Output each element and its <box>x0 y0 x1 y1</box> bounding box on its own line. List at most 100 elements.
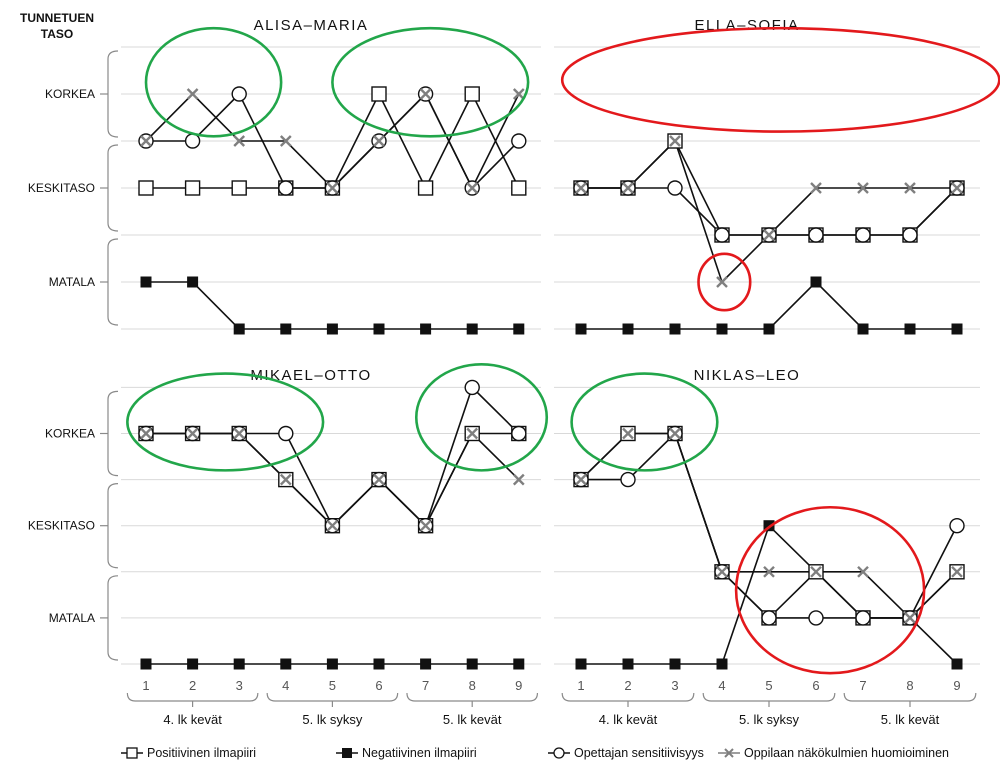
series-line-2 <box>581 524 958 665</box>
legend-label: Negatiivinen ilmapiiri <box>362 746 477 760</box>
marker-negatiivinen <box>810 276 822 288</box>
legend-label: Opettajan sensitiivisyys <box>574 746 704 760</box>
marker-nakokulmat <box>512 473 525 486</box>
level-bracket <box>107 575 119 661</box>
level-bracket <box>107 483 119 569</box>
x-tick-label: 6 <box>375 678 382 693</box>
highlight-ellipse-red <box>560 26 1000 133</box>
marker-negatiivinen <box>466 658 478 670</box>
marker-negatiivinen <box>420 323 432 335</box>
marker-nakokulmat <box>904 612 916 624</box>
marker-nakokulmat <box>810 565 822 578</box>
marker-sensitiivisyys <box>231 86 247 102</box>
marker-positiivinen <box>231 180 247 196</box>
marker-nakokulmat <box>951 182 963 194</box>
period-label: 5. lk kevät <box>443 712 502 727</box>
x-tick-label: 7 <box>859 678 866 693</box>
highlight-ellipse-red <box>697 252 752 312</box>
marker-positiivinen <box>464 86 480 102</box>
marker-nakokulmat <box>326 519 339 532</box>
panel-4: NIKLAS–LEO <box>554 367 980 675</box>
x-tick-label: 1 <box>577 678 584 693</box>
marker-negatiivinen <box>373 323 385 335</box>
y-axis-levels-top: KORKEA KESKITASO MATALA <box>28 50 119 326</box>
x-tick-label: 5 <box>329 678 336 693</box>
x-tick-label: 1 <box>142 678 149 693</box>
marker-negatiivinen <box>857 323 869 335</box>
period-label: 4. lk kevät <box>599 712 658 727</box>
x-tick-label: 3 <box>671 678 678 693</box>
x-tick-label: 7 <box>422 678 429 693</box>
period-label: 5. lk syksy <box>739 712 799 727</box>
marker-nakokulmat <box>279 473 292 486</box>
marker-sensitiivisyys <box>808 227 824 243</box>
marker-negatiivinen <box>716 323 728 335</box>
level-label-korkea: KORKEA <box>45 427 95 441</box>
x-tick-label: 3 <box>236 678 243 693</box>
marker-sensitiivisyys <box>511 425 527 442</box>
marker-nakokulmat <box>951 565 963 578</box>
marker-negatiivinen <box>326 323 338 335</box>
panel-title: ALISA–MARIA <box>254 17 369 34</box>
chart-legend: Positiivinen ilmapiiri Negatiivinen ilmap… <box>121 746 949 760</box>
marker-negatiivinen <box>187 658 199 670</box>
legend-label: Positiivinen ilmapiiri <box>147 746 256 760</box>
x-tick-label: 2 <box>624 678 631 693</box>
level-bracket <box>107 50 119 138</box>
y-axis-levels-bottom: KORKEA KESKITASO MATALA <box>28 390 119 661</box>
marker-negatiivinen <box>575 323 587 335</box>
marker-sensitiivisyys <box>278 425 294 442</box>
marker-negatiivinen <box>140 658 152 670</box>
level-label-korkea: KORKEA <box>45 87 95 101</box>
panel-2: ELLA–SOFIA <box>554 17 1000 335</box>
marker-negatiivinen <box>466 323 478 335</box>
marker-negatiivinen <box>513 323 525 335</box>
marker-positiivinen <box>511 180 527 196</box>
marker-negatiivinen <box>326 658 338 670</box>
marker-negatiivinen <box>513 658 525 670</box>
marker-positiivinen <box>184 180 201 196</box>
series-line-3 <box>146 385 520 528</box>
x-tick-label: 5 <box>765 678 772 693</box>
level-bracket <box>107 390 119 477</box>
marker-negatiivinen <box>140 276 152 288</box>
marker-positiivinen <box>138 180 154 196</box>
marker-nakokulmat <box>763 229 775 241</box>
period-label: 5. lk kevät <box>881 712 940 727</box>
marker-nakokulmat <box>622 182 634 194</box>
marker-sensitiivisyys <box>855 227 871 243</box>
marker-negatiivinen <box>233 658 245 670</box>
period-bracket <box>266 692 399 702</box>
marker-nakokulmat <box>512 88 525 100</box>
marker-nakokulmat <box>140 135 152 147</box>
x-tick-label: 2 <box>189 678 196 693</box>
x-tick-label: 9 <box>953 678 960 693</box>
marker-nakokulmat <box>419 88 432 100</box>
y-axis-title-line-2: TASO <box>41 27 73 41</box>
marker-nakokulmat <box>716 276 728 288</box>
marker-negatiivinen <box>187 276 199 288</box>
legend-marker-open-circle <box>553 747 565 759</box>
panel-1: ALISA–MARIA <box>121 17 541 335</box>
x-tick-label: 4 <box>282 678 289 693</box>
highlight-ellipse-green <box>331 26 530 138</box>
marker-negatiivinen <box>233 323 245 335</box>
series-line-2 <box>581 280 957 330</box>
period-bracket <box>702 692 836 702</box>
level-label-keskitaso: KESKITASO <box>28 519 95 533</box>
marker-negatiivinen <box>373 658 385 670</box>
legend-marker-cross <box>724 748 734 758</box>
legend-label: Oppilaan näkökulmien huomioiminen <box>744 746 949 760</box>
marker-sensitiivisyys <box>949 518 965 534</box>
marker-sensitiivisyys <box>808 610 824 626</box>
marker-nakokulmat <box>326 182 339 194</box>
level-label-matala: MATALA <box>49 275 95 289</box>
marker-negatiivinen <box>622 658 634 670</box>
x-tick-label: 9 <box>515 678 522 693</box>
series-line-2 <box>146 281 519 330</box>
marker-sensitiivisyys <box>464 379 480 396</box>
marker-negatiivinen <box>763 323 775 335</box>
marker-nakokulmat <box>140 427 152 440</box>
period-bracket <box>406 692 539 702</box>
